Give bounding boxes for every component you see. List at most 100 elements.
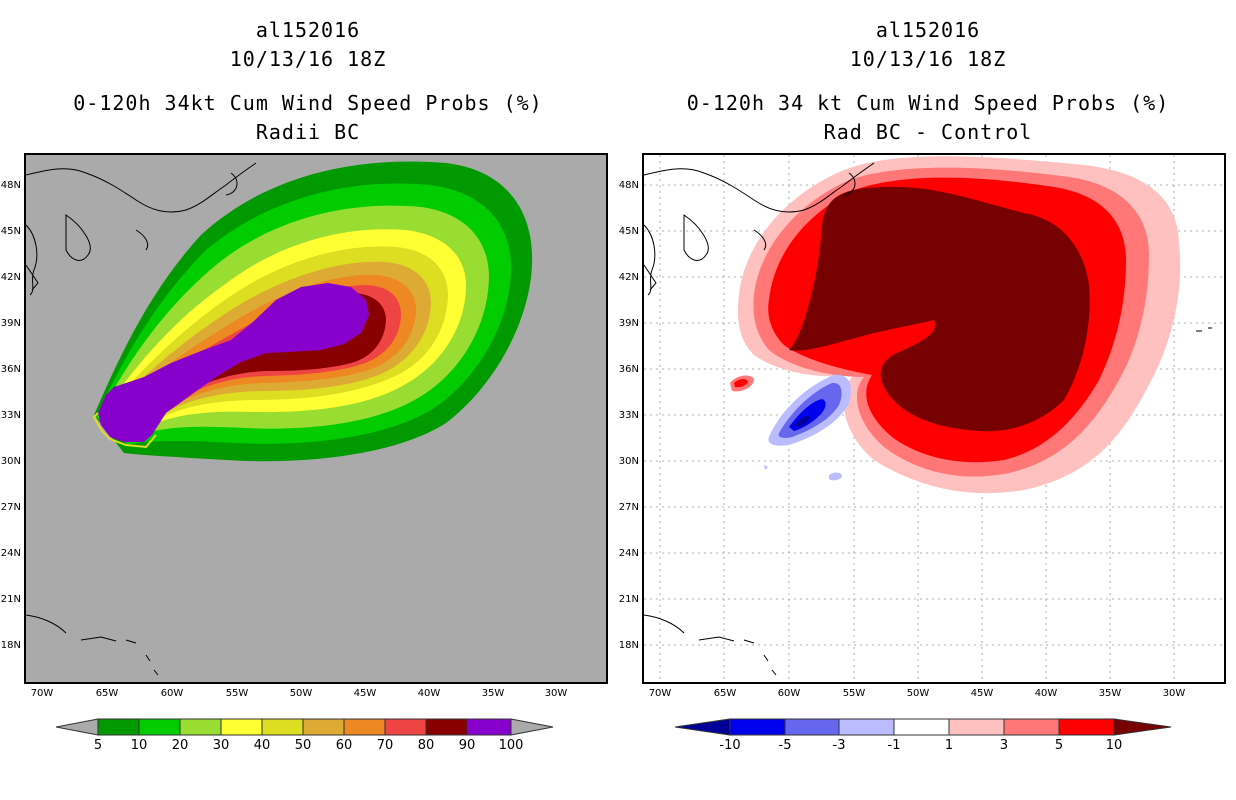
origin-outline bbox=[92, 412, 157, 449]
left-lon-70: 70W bbox=[30, 688, 54, 699]
right-colorbar-low-arrow bbox=[675, 718, 731, 736]
left-cb-label-60: 60 bbox=[335, 738, 353, 753]
right-cb-m1 bbox=[893, 718, 950, 736]
left-colorbar bbox=[56, 718, 554, 736]
left-lon-40: 40W bbox=[417, 688, 441, 699]
left-lat-27: 27N bbox=[0, 502, 21, 513]
left-cb-label-5: 5 bbox=[93, 738, 103, 753]
right-lat-30: 30N bbox=[618, 456, 639, 467]
left-lon-30: 30W bbox=[544, 688, 568, 699]
right-lat-36: 36N bbox=[618, 364, 639, 375]
left-cb-70 bbox=[384, 718, 427, 736]
left-lon-60: 60W bbox=[160, 688, 184, 699]
left-lon-35: 35W bbox=[481, 688, 505, 699]
left-lon-65: 65W bbox=[95, 688, 119, 699]
right-coastline-caribbean bbox=[644, 614, 777, 676]
right-cb-label-m5: -5 bbox=[778, 738, 792, 753]
left-cb-40 bbox=[261, 718, 304, 736]
right-cb-label-p10: 10 bbox=[1105, 738, 1123, 753]
right-storm-id: al152016 bbox=[875, 18, 981, 42]
right-azores bbox=[1196, 327, 1212, 332]
right-lon-55: 55W bbox=[842, 688, 866, 699]
right-cb-m3 bbox=[838, 718, 895, 736]
right-map-canvas bbox=[644, 155, 1224, 682]
left-lon-50: 50W bbox=[289, 688, 313, 699]
left-cb-label-80: 80 bbox=[417, 738, 435, 753]
left-lat-45: 45N bbox=[0, 226, 21, 237]
right-lon-60: 60W bbox=[777, 688, 801, 699]
right-date: 10/13/16 18Z bbox=[849, 47, 1007, 71]
right-lat-24: 24N bbox=[618, 548, 639, 559]
left-cb-label-10: 10 bbox=[130, 738, 148, 753]
left-lat-39: 39N bbox=[0, 318, 21, 329]
left-cb-label-70: 70 bbox=[376, 738, 394, 753]
left-lat-24: 24N bbox=[0, 548, 21, 559]
right-lat-48: 48N bbox=[618, 180, 639, 191]
left-cb-label-40: 40 bbox=[253, 738, 271, 753]
right-cb-p5 bbox=[1058, 718, 1115, 736]
right-lat-42: 42N bbox=[618, 272, 639, 283]
left-lat-42: 42N bbox=[0, 272, 21, 283]
right-colorbar bbox=[675, 718, 1172, 736]
right-cb-m10 bbox=[729, 718, 786, 736]
right-lat-45: 45N bbox=[618, 226, 639, 237]
left-date: 10/13/16 18Z bbox=[229, 47, 387, 71]
right-lon-65: 65W bbox=[713, 688, 737, 699]
left-cb-80 bbox=[425, 718, 468, 736]
right-lat-27: 27N bbox=[618, 502, 639, 513]
right-subtitle: Rad BC - Control bbox=[823, 120, 1033, 144]
right-lon-40: 40W bbox=[1034, 688, 1058, 699]
right-coastline-canada bbox=[644, 162, 875, 296]
right-map bbox=[642, 153, 1226, 684]
left-colorbar-low-arrow bbox=[56, 718, 99, 736]
left-lat-21: 21N bbox=[0, 594, 21, 605]
left-lon-55: 55W bbox=[225, 688, 249, 699]
right-lon-35: 35W bbox=[1098, 688, 1122, 699]
right-cb-label-m10: -10 bbox=[719, 738, 741, 753]
left-cb-10 bbox=[138, 718, 181, 736]
right-lat-18: 18N bbox=[618, 640, 639, 651]
left-lat-36: 36N bbox=[0, 364, 21, 375]
right-lat-39: 39N bbox=[618, 318, 639, 329]
left-cb-label-50: 50 bbox=[294, 738, 312, 753]
left-product-title: 0-120h 34kt Cum Wind Speed Probs (%) bbox=[73, 91, 543, 115]
coastline-canada bbox=[26, 162, 257, 296]
left-lat-18: 18N bbox=[0, 640, 21, 651]
right-product-title: 0-120h 34 kt Cum Wind Speed Probs (%) bbox=[686, 91, 1170, 115]
left-cb-label-100: 100 bbox=[498, 738, 524, 753]
right-lat-21: 21N bbox=[618, 594, 639, 605]
prob-band-90 bbox=[98, 283, 369, 442]
left-map bbox=[24, 153, 608, 684]
left-cb-60 bbox=[343, 718, 386, 736]
left-cb-50 bbox=[302, 718, 345, 736]
right-colorbar-high-arrow bbox=[1113, 718, 1172, 736]
right-cb-label-p3: 3 bbox=[999, 738, 1009, 753]
right-lon-70: 70W bbox=[648, 688, 672, 699]
left-colorbar-high-arrow bbox=[510, 718, 554, 736]
left-storm-id: al152016 bbox=[255, 18, 361, 42]
right-lat-33: 33N bbox=[618, 410, 639, 421]
left-map-canvas bbox=[26, 161, 533, 676]
right-lon-50: 50W bbox=[906, 688, 930, 699]
left-lat-48: 48N bbox=[0, 180, 21, 191]
diff-small-positive-core bbox=[734, 379, 748, 388]
right-cb-label-m1: -1 bbox=[887, 738, 901, 753]
left-cb-label-30: 30 bbox=[212, 738, 230, 753]
left-lon-45: 45W bbox=[353, 688, 377, 699]
coastline-caribbean bbox=[26, 614, 159, 676]
right-lon-30: 30W bbox=[1162, 688, 1186, 699]
diff-neg-10 bbox=[794, 415, 810, 427]
left-cb-90 bbox=[466, 718, 512, 736]
diff-band-gt10 bbox=[789, 186, 1090, 432]
left-lat-33: 33N bbox=[0, 410, 21, 421]
right-cb-label-p5: 5 bbox=[1054, 738, 1064, 753]
left-subtitle: Radii BC bbox=[255, 120, 361, 144]
left-cb-30 bbox=[220, 718, 263, 736]
diff-neg-small bbox=[829, 472, 842, 481]
left-cb-label-90: 90 bbox=[458, 738, 476, 753]
left-cb-label-20: 20 bbox=[171, 738, 189, 753]
right-cb-p1 bbox=[948, 718, 1005, 736]
right-cb-label-m3: -3 bbox=[832, 738, 846, 753]
left-lat-30: 30N bbox=[0, 456, 21, 467]
right-cb-m5 bbox=[784, 718, 840, 736]
